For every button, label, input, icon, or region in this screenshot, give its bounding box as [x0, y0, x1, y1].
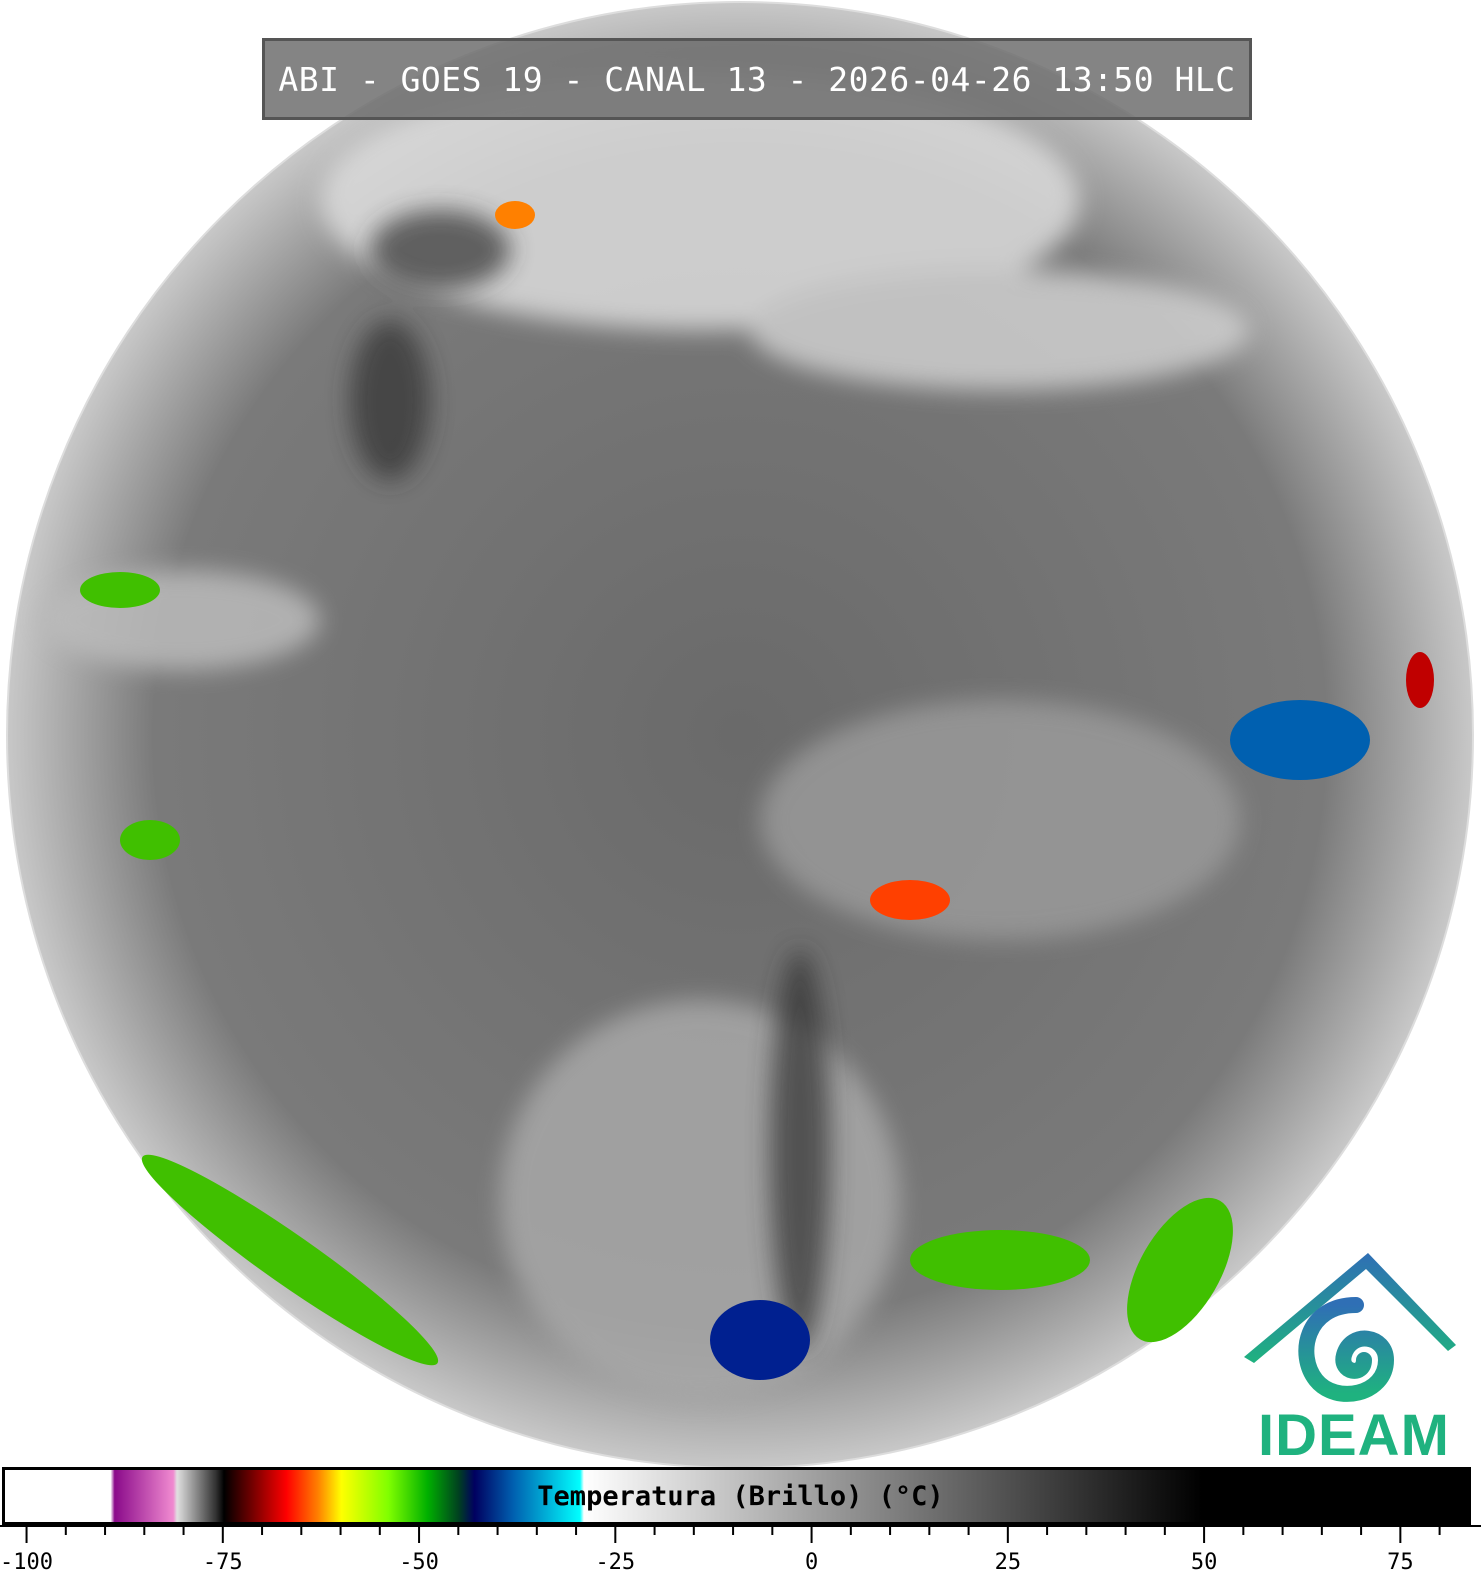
tick-label: 0	[805, 1550, 818, 1575]
tick-label: -50	[399, 1550, 439, 1575]
convective-clouds	[80, 201, 1434, 1380]
colorbar-label: Temperatura (Brillo) (°C)	[537, 1481, 944, 1512]
image-title: ABI - GOES 19 - CANAL 13 - 2026-04-26 13…	[262, 38, 1252, 120]
tick-label: -100	[0, 1550, 53, 1575]
tick-label: -75	[203, 1550, 243, 1575]
ideam-logo	[1244, 1253, 1456, 1402]
tick-label: 75	[1387, 1550, 1414, 1575]
tick-label: 25	[995, 1550, 1022, 1575]
tick-label: 50	[1191, 1550, 1218, 1575]
colorbar	[2, 1467, 1471, 1525]
satellite-globe-image	[6, 1, 1474, 1469]
land-dark-areas	[350, 210, 830, 1350]
tick-label: -25	[595, 1550, 635, 1575]
logo-text: IDEAM	[1258, 1403, 1450, 1468]
colorbar-axis: -100 -75 -50 -25 0 25 50 75	[0, 1525, 1481, 1575]
